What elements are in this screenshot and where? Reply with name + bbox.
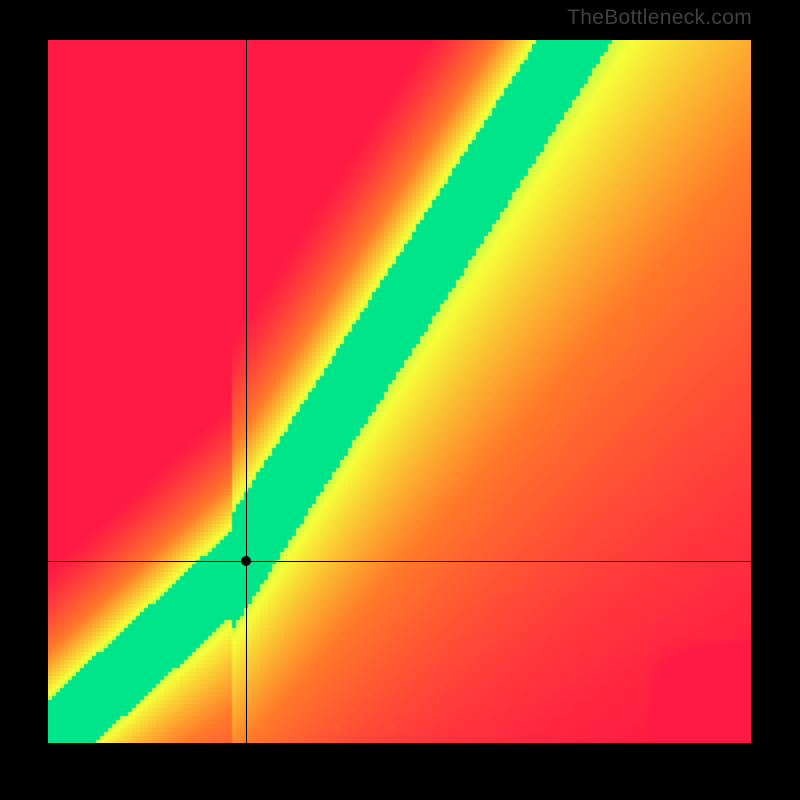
- watermark: TheBottleneck.com: [567, 6, 752, 30]
- crosshair-marker: [241, 556, 251, 566]
- crosshair-horizontal: [48, 561, 751, 562]
- heatmap-canvas: [48, 40, 751, 743]
- crosshair-vertical: [246, 40, 247, 743]
- bottleneck-heatmap: [48, 40, 751, 743]
